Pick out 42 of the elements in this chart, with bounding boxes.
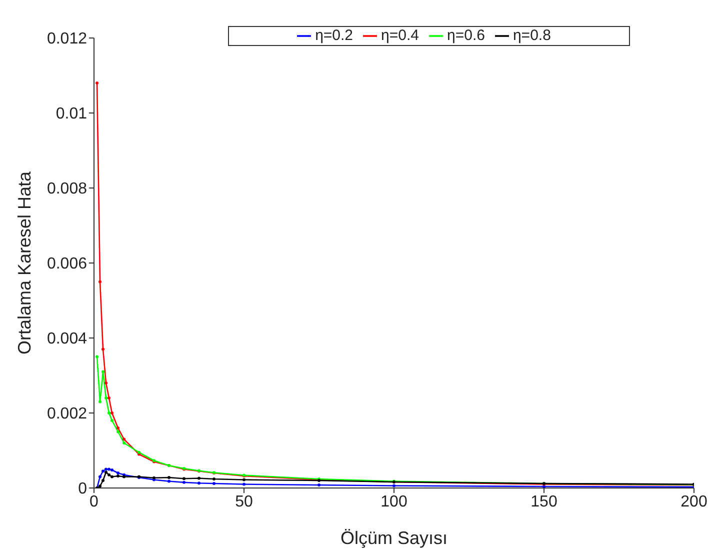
- point: [108, 468, 110, 471]
- point: [122, 438, 126, 441]
- legend-label: η=0.6: [447, 27, 485, 44]
- y-tick-label: 0.01: [56, 106, 88, 123]
- x-tick-label: 100: [380, 493, 408, 510]
- x-tick-label: 50: [235, 493, 253, 510]
- point: [96, 82, 98, 84]
- point: [182, 477, 186, 480]
- point: [242, 482, 246, 486]
- point: [98, 280, 102, 284]
- y-tick-label: 0.002: [46, 406, 88, 423]
- y-axis-title: Ortalama Karesel Hata: [14, 170, 34, 355]
- point: [98, 400, 102, 404]
- point: [168, 480, 170, 483]
- point: [98, 484, 102, 488]
- point: [102, 348, 104, 351]
- point: [96, 355, 98, 358]
- point: [182, 480, 186, 484]
- point: [392, 484, 396, 488]
- x-tick-label: 0: [90, 493, 99, 510]
- x-tick-label: 200: [680, 493, 708, 510]
- legend-label: η=0.4: [381, 27, 419, 44]
- point: [116, 430, 120, 434]
- point: [104, 468, 108, 471]
- y-tick-label: 0: [78, 480, 88, 498]
- y-tick-label: 0.008: [46, 180, 88, 198]
- point: [198, 476, 200, 480]
- point: [102, 370, 104, 374]
- point: [110, 475, 114, 478]
- y-tick-label: 0.004: [46, 330, 88, 348]
- point: [98, 475, 102, 478]
- y-tick-label: 0.012: [46, 30, 88, 48]
- point: [108, 473, 110, 476]
- x-tick-label: 150: [530, 493, 558, 510]
- legend-label: η=0.8: [512, 27, 551, 44]
- x-axis-title: Ölçüm Sayısı: [340, 528, 448, 548]
- point: [198, 482, 200, 485]
- point: [104, 470, 108, 474]
- y-tick-label: 0.006: [46, 256, 88, 273]
- point: [102, 470, 104, 473]
- legend-label: η=0.2: [315, 27, 354, 44]
- point: [242, 478, 246, 482]
